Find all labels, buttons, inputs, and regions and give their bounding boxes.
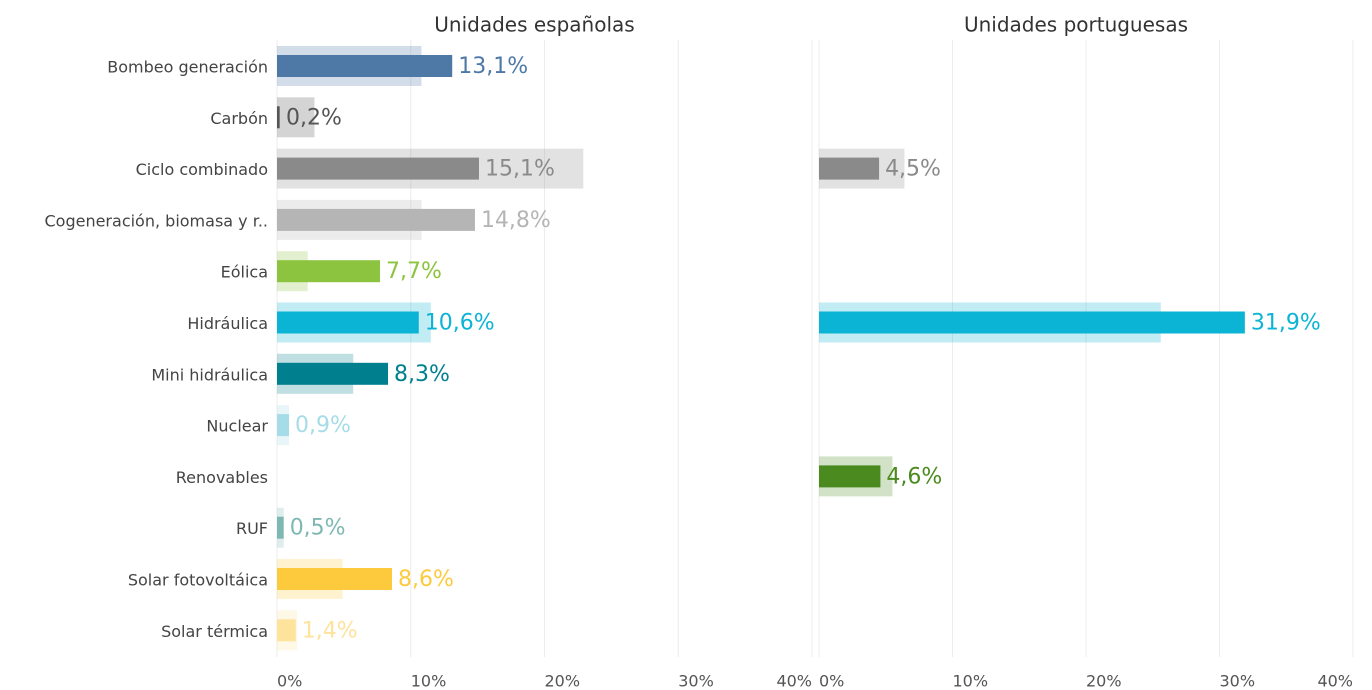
bar: [819, 311, 1245, 334]
data-label: 0,2%: [286, 105, 342, 130]
category-label: Mini hidráulica: [151, 365, 268, 384]
category-label: Carbón: [210, 109, 268, 128]
bar: [277, 362, 389, 385]
bar: [277, 55, 453, 77]
bar: [277, 208, 475, 231]
bar: [277, 311, 419, 334]
data-label: 14,8%: [481, 208, 551, 233]
category-label: Bombeo generación: [107, 58, 268, 77]
bar: [277, 414, 290, 437]
data-label: 8,3%: [394, 362, 450, 387]
data-label: 31,9%: [1251, 311, 1321, 336]
bar: [277, 516, 284, 539]
data-label: 4,6%: [886, 464, 942, 489]
x-tick-label: 10%: [953, 672, 989, 690]
category-label: Solar térmica: [161, 622, 268, 641]
bar: [819, 157, 880, 180]
category-label: Renovables: [176, 468, 268, 487]
bar: [277, 260, 380, 283]
bar: [277, 157, 479, 180]
category-label: RUF: [236, 519, 268, 538]
data-label: 0,9%: [295, 413, 351, 438]
x-tick-label: 0%: [819, 672, 844, 690]
x-tick-label: 20%: [1086, 672, 1122, 690]
data-label: 7,7%: [386, 259, 442, 284]
data-label: 15,1%: [485, 157, 555, 182]
data-label: 4,5%: [885, 157, 941, 182]
x-tick-label: 20%: [545, 672, 581, 690]
background-bar: [277, 97, 315, 138]
x-tick-label: 10%: [411, 672, 447, 690]
x-tick-label: 0%: [277, 672, 302, 690]
data-label: 13,1%: [458, 54, 528, 79]
data-label: 0,5%: [290, 516, 346, 541]
data-label: 1,4%: [302, 618, 358, 643]
category-label: Nuclear: [206, 417, 268, 436]
category-label: Hidráulica: [187, 314, 268, 333]
bar: [819, 465, 881, 488]
panel-title: Unidades portuguesas: [964, 13, 1188, 37]
bar: [277, 619, 296, 642]
data-label: 10,6%: [425, 311, 495, 336]
x-tick-label: 30%: [1220, 672, 1256, 690]
bar: [277, 106, 280, 129]
category-label: Ciclo combinado: [136, 160, 268, 179]
x-tick-label: 30%: [678, 672, 714, 690]
panel-title: Unidades españolas: [434, 13, 634, 37]
bar: [277, 568, 393, 590]
category-label: Solar fotovoltáica: [128, 571, 268, 590]
x-tick-label: 40%: [1317, 672, 1353, 690]
category-label: Eólica: [221, 263, 268, 282]
category-label: Cogeneración, biomasa y r..: [44, 211, 268, 230]
x-tick-label: 40%: [776, 672, 812, 690]
data-label: 8,6%: [398, 567, 454, 592]
